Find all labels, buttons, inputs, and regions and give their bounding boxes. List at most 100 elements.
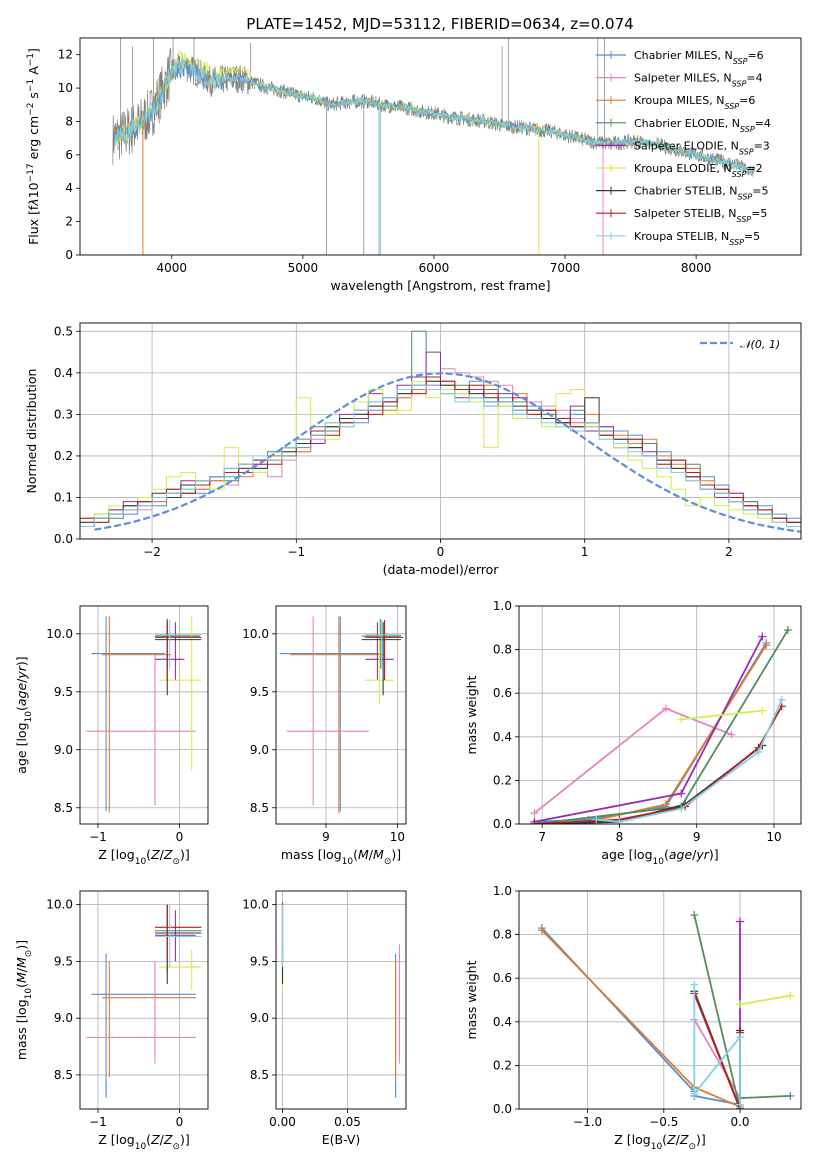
weight-point-marker (677, 804, 686, 813)
weight-point-marker (530, 809, 539, 818)
legend-label: Salpeter MILES, NSSP=4 (634, 72, 763, 89)
weight-series-line (541, 929, 741, 1108)
histogram-series-line (80, 380, 801, 539)
age_vs_mass-axes: 9 10 8.5 9.0 9.5 10.0 (242, 606, 406, 844)
weight_vs_Z-xtick-label: −0.5 (649, 1115, 678, 1129)
residuals-xtick-label: 2 (725, 545, 733, 559)
age_vs_mass-ytick-label: 10.0 (242, 627, 269, 641)
age_vs_mass-ytick-label: 9.0 (250, 743, 269, 757)
spectrum-xtick-label: 6000 (419, 261, 450, 275)
weight-point-marker (786, 1091, 795, 1100)
weight_vs_age-plot (530, 625, 792, 824)
mass_vs_EBV-xtick-label: 0.05 (334, 1115, 361, 1129)
weight-point-marker (758, 632, 767, 641)
residuals-xtick-label: −1 (287, 545, 305, 559)
age_vs_Z-axes: −1 0 8.5 9.0 9.5 10.0 (46, 606, 208, 844)
residuals-ytick-label: 0.1 (54, 490, 73, 504)
mass_vs_EBV-ytick-label: 9.5 (250, 954, 269, 968)
weight_vs_age-ytick-label: 0.6 (493, 686, 512, 700)
weight_vs_age-ytick-label: 0.0 (493, 817, 512, 831)
age_vs_Z-frame (79, 605, 209, 825)
weight-point-marker (592, 815, 601, 824)
spectrum-axes: 4000 5000 6000 7000 8000 0 2 4 6 8 10 12 (58, 48, 712, 275)
normal-legend-label: 𝒩(0, 1) (740, 338, 780, 351)
residuals-xtick-label: −2 (143, 545, 161, 559)
residuals-ylabel: Normed distribution (24, 369, 39, 494)
spectrum-xlabel: wavelength [Angstrom, rest frame] (330, 278, 550, 293)
weight-point-marker (677, 715, 686, 724)
weight-point-marker (690, 910, 699, 919)
spectrum-xtick-label: 4000 (156, 261, 187, 275)
age_vs_mass-xtick-label: 10 (390, 830, 405, 844)
weight_vs_age-xtick-label: 10 (766, 830, 781, 844)
spectrum-frame (79, 37, 802, 256)
age_vs_Z-plot (86, 616, 202, 813)
age_vs_Z-ytick-label: 10.0 (46, 627, 73, 641)
spectrum-xtick-label: 7000 (550, 261, 581, 275)
mass_vs_EBV-xtick-label: 0.00 (269, 1115, 296, 1129)
age_vs_Z-ytick-label: 9.5 (54, 685, 73, 699)
age_vs_Z-ytick-label: 9.0 (54, 743, 73, 757)
age_vs_Z-xtick-label: 0 (176, 830, 184, 844)
weight-series-line (739, 994, 791, 1006)
weight_vs_age-axes: 7 8 9 10 0.0 0.2 0.4 0.6 0.8 1.0 (493, 599, 801, 844)
weight_vs_Z-xtick-label: 0.0 (730, 1115, 749, 1129)
mass_vs_Z-ytick-label: 10.0 (46, 898, 73, 912)
mass_vs_EBV-ytick-label: 8.5 (250, 1068, 269, 1082)
weight-point-marker (736, 1000, 745, 1009)
mass_vs_EBV-xlabel: E(B-V) (322, 1132, 361, 1147)
weight-point-marker (783, 625, 792, 634)
mass_vs_Z-xlabel: Z [log10(Z/Z⊙)] (98, 1132, 190, 1152)
weight-point-marker (661, 800, 670, 809)
weight_vs_age-ytick-label: 0.2 (493, 773, 512, 787)
age_vs_Z-xtick-label: −1 (89, 830, 107, 844)
weight_vs_Z-xtick-label: −1.0 (573, 1115, 602, 1129)
legend-label: Salpeter STELIB, NSSP=5 (634, 207, 767, 224)
mass_vs_EBV-ytick-label: 9.0 (250, 1011, 269, 1025)
normal-curve-line (94, 372, 801, 533)
legend-label: Kroupa ELODIE, NSSP=2 (634, 162, 763, 179)
spectrum-ytick-label: 2 (65, 215, 73, 229)
weight_vs_Z-ytick-label: 0.0 (493, 1102, 512, 1116)
age_vs_Z-xlabel: Z [log10(Z/Z⊙)] (98, 847, 190, 867)
mass_vs_Z-plot (86, 904, 202, 1098)
mass_vs_Z-frame (79, 890, 209, 1110)
weight-point-marker (736, 917, 745, 926)
weight-point-marker (762, 641, 771, 650)
weight-point-marker (677, 789, 686, 798)
spectrum-xtick-label: 8000 (681, 261, 712, 275)
weight-series-line (693, 984, 741, 1105)
histogram-series-line (80, 384, 801, 539)
mass_vs_Z-ytick-label: 8.5 (54, 1068, 73, 1082)
residuals-ytick-label: 0.5 (54, 324, 73, 338)
weight-point-marker (690, 1089, 699, 1098)
legend-label: Chabrier MILES, NSSP=6 (634, 49, 764, 66)
spectrum-ytick-label: 0 (65, 248, 73, 262)
weight-point-marker (530, 820, 539, 824)
mass_vs_EBV-frame (275, 890, 407, 1110)
residuals-axes: −2 −1 0 1 2 0.0 0.1 0.2 0.3 0.4 0.5 (54, 323, 801, 559)
weight-point-marker (754, 748, 763, 757)
spectrum-xtick-label: 5000 (288, 261, 319, 275)
mass_vs_Z-ytick-label: 9.0 (54, 1011, 73, 1025)
weight-point-marker (736, 1033, 745, 1042)
weight_vs_age-xtick-label: 7 (538, 830, 546, 844)
weight_vs_age-xtick-label: 8 (616, 830, 624, 844)
mass_vs_Z-xtick-label: 0 (176, 1115, 184, 1129)
weight-series-line (533, 707, 732, 814)
weight_vs_age-ytick-label: 0.4 (493, 730, 512, 744)
model-spectrum-line (113, 58, 754, 176)
weight_vs_age-xtick-label: 9 (693, 830, 701, 844)
spectrum-ytick-label: 4 (65, 181, 73, 195)
weight-point-marker (537, 926, 546, 935)
weight_vs_Z-xlabel: Z [log10(Z/Z⊙)] (614, 1132, 706, 1152)
weight-series-line (541, 927, 741, 1106)
age_vs_Z-ylabel: age [log10(age/yr)] (14, 656, 34, 773)
legend-label: Salpeter ELODIE, NSSP=3 (634, 139, 770, 156)
weight_vs_age-ylabel: mass weight (464, 675, 479, 754)
mass_vs_Z-axes: −1 0 8.5 9.0 9.5 10.0 (46, 891, 208, 1129)
age_vs_mass-ytick-label: 9.5 (250, 685, 269, 699)
weight-point-marker (690, 980, 699, 989)
weight_vs_Z-ylabel: mass weight (464, 960, 479, 1039)
